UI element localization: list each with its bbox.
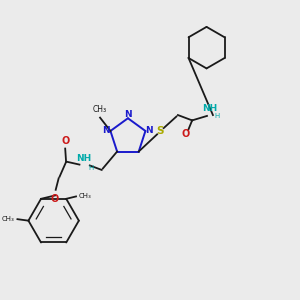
Text: O: O — [51, 194, 59, 204]
Text: NH: NH — [76, 154, 92, 163]
Text: N: N — [146, 126, 153, 135]
Text: CH₃: CH₃ — [93, 105, 107, 114]
Text: S: S — [156, 126, 164, 136]
Text: N: N — [124, 110, 132, 119]
Text: NH: NH — [202, 104, 218, 113]
Text: O: O — [182, 129, 190, 139]
Text: H: H — [214, 113, 220, 119]
Text: CH₃: CH₃ — [2, 216, 14, 222]
Text: O: O — [61, 136, 69, 146]
Text: CH₃: CH₃ — [79, 194, 92, 200]
Text: N: N — [103, 126, 110, 135]
Text: H: H — [88, 165, 94, 171]
